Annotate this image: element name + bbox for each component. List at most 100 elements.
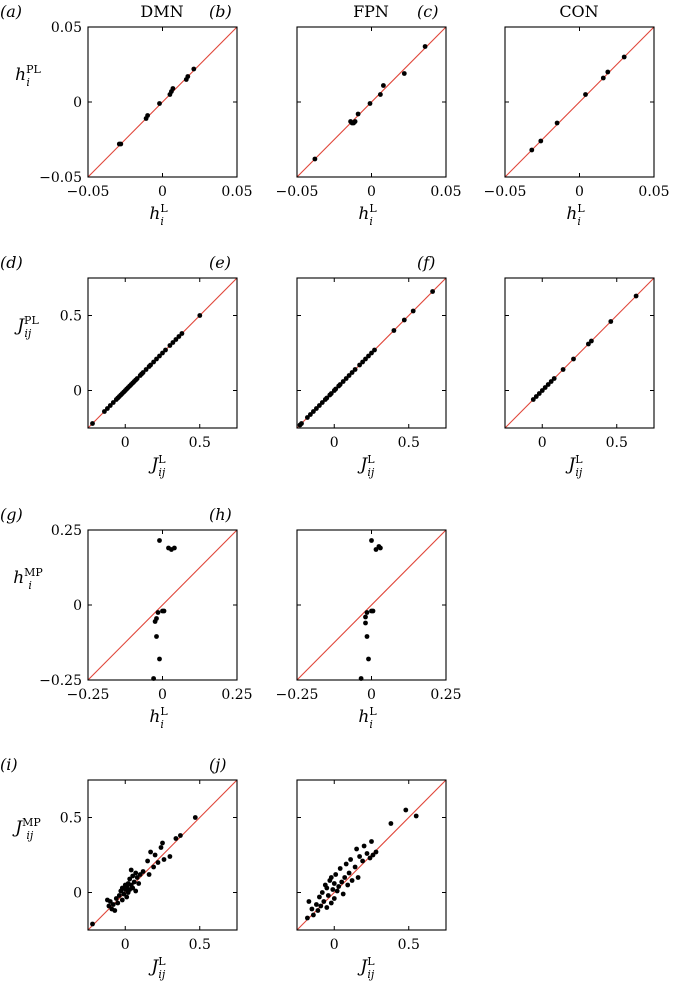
panel-label: (g) (0, 505, 23, 524)
x-tick-label: −0.25 (276, 687, 319, 703)
panel-label: (f) (417, 253, 435, 272)
data-point (110, 902, 116, 907)
x-axis-label: hL i (358, 705, 377, 731)
panel-label: (a) (0, 2, 22, 21)
data-point (366, 353, 371, 359)
data-point (115, 900, 121, 906)
data-point (299, 421, 304, 426)
data-point (369, 538, 374, 543)
x-tick-label: 0.05 (638, 184, 669, 200)
y-axis-label-base: J (14, 316, 25, 336)
data-point (367, 101, 373, 106)
data-point (357, 854, 362, 859)
data-point (352, 367, 358, 372)
data-point (127, 876, 133, 882)
data-points (90, 313, 203, 426)
y-axis-label: hMP i (13, 566, 43, 592)
data-point (112, 908, 118, 913)
x-axis-label-superscript: L (160, 705, 168, 718)
y-axis-label-superscript: PL (24, 314, 39, 327)
data-point (381, 83, 386, 88)
x-tick-label: 0 (121, 435, 130, 451)
data-point (176, 334, 182, 339)
data-point (340, 891, 346, 897)
data-point (137, 872, 143, 877)
data-point (160, 840, 165, 846)
data-point (116, 893, 122, 898)
y-tick-label: 0.5 (60, 811, 82, 827)
x-axis-label: JL ij (148, 955, 166, 981)
x-tick-label: −0.25 (67, 687, 110, 703)
data-point (154, 616, 159, 621)
data-point (542, 385, 548, 390)
x-tick-label: −0.05 (484, 184, 527, 200)
plot-frame (296, 277, 447, 429)
data-point (157, 101, 162, 106)
data-point (346, 870, 352, 876)
data-point (308, 412, 313, 417)
data-point (178, 833, 183, 838)
data-point (136, 881, 142, 886)
data-point (107, 899, 113, 904)
diagonal-line (504, 26, 655, 178)
data-point (311, 912, 316, 918)
data-point (325, 893, 331, 898)
y-axis-label-base: h (15, 65, 26, 85)
data-point (121, 891, 127, 897)
data-point (533, 394, 539, 399)
data-point (337, 866, 343, 871)
data-point (571, 356, 576, 362)
x-tick-label: −0.05 (276, 184, 319, 200)
data-point (305, 915, 310, 921)
x-axis-label-subscript: i (369, 215, 373, 228)
data-point (148, 849, 154, 855)
data-point (554, 120, 560, 126)
data-points (530, 293, 639, 402)
x-axis-label-base: h (566, 204, 577, 224)
data-point (364, 634, 370, 639)
data-point (391, 328, 397, 333)
x-axis-label-base: h (358, 204, 369, 224)
data-point (318, 903, 324, 909)
data-point (366, 656, 371, 662)
data-point (324, 885, 330, 891)
data-point (373, 547, 379, 552)
y-tick-label: −0.25 (39, 673, 82, 689)
data-point (345, 882, 351, 888)
data-point (560, 367, 566, 372)
x-axis-label-superscript: L (158, 453, 166, 466)
data-point (369, 350, 374, 356)
data-point (373, 849, 379, 855)
data-point (321, 899, 327, 904)
data-point (352, 864, 358, 870)
data-point (166, 545, 171, 551)
data-point (361, 843, 367, 849)
data-point (173, 337, 179, 342)
x-axis-label-base: J (357, 455, 368, 475)
y-axis-label-subscript: ij (24, 327, 32, 340)
data-point (154, 356, 159, 362)
data-point (128, 867, 134, 873)
data-point (133, 870, 139, 876)
data-point (364, 851, 370, 856)
x-axis-label: JL ij (148, 453, 166, 479)
x-axis-label-subscript: ij (367, 466, 375, 479)
data-point (583, 92, 588, 97)
data-point (364, 610, 370, 615)
x-axis-label: hL i (149, 202, 168, 228)
x-axis-label-superscript: L (369, 705, 377, 718)
data-point (319, 890, 325, 895)
data-point (106, 903, 112, 909)
data-point (324, 905, 330, 910)
y-axis-label-superscript: PL (26, 63, 41, 76)
y-axis-label-subscript: i (28, 579, 32, 592)
data-point (133, 888, 139, 894)
x-tick-label: 0.5 (606, 435, 628, 451)
data-point (155, 860, 161, 865)
x-tick-label: 0 (330, 435, 339, 451)
data-point (145, 858, 151, 864)
data-point (311, 409, 316, 414)
data-point (154, 634, 159, 639)
